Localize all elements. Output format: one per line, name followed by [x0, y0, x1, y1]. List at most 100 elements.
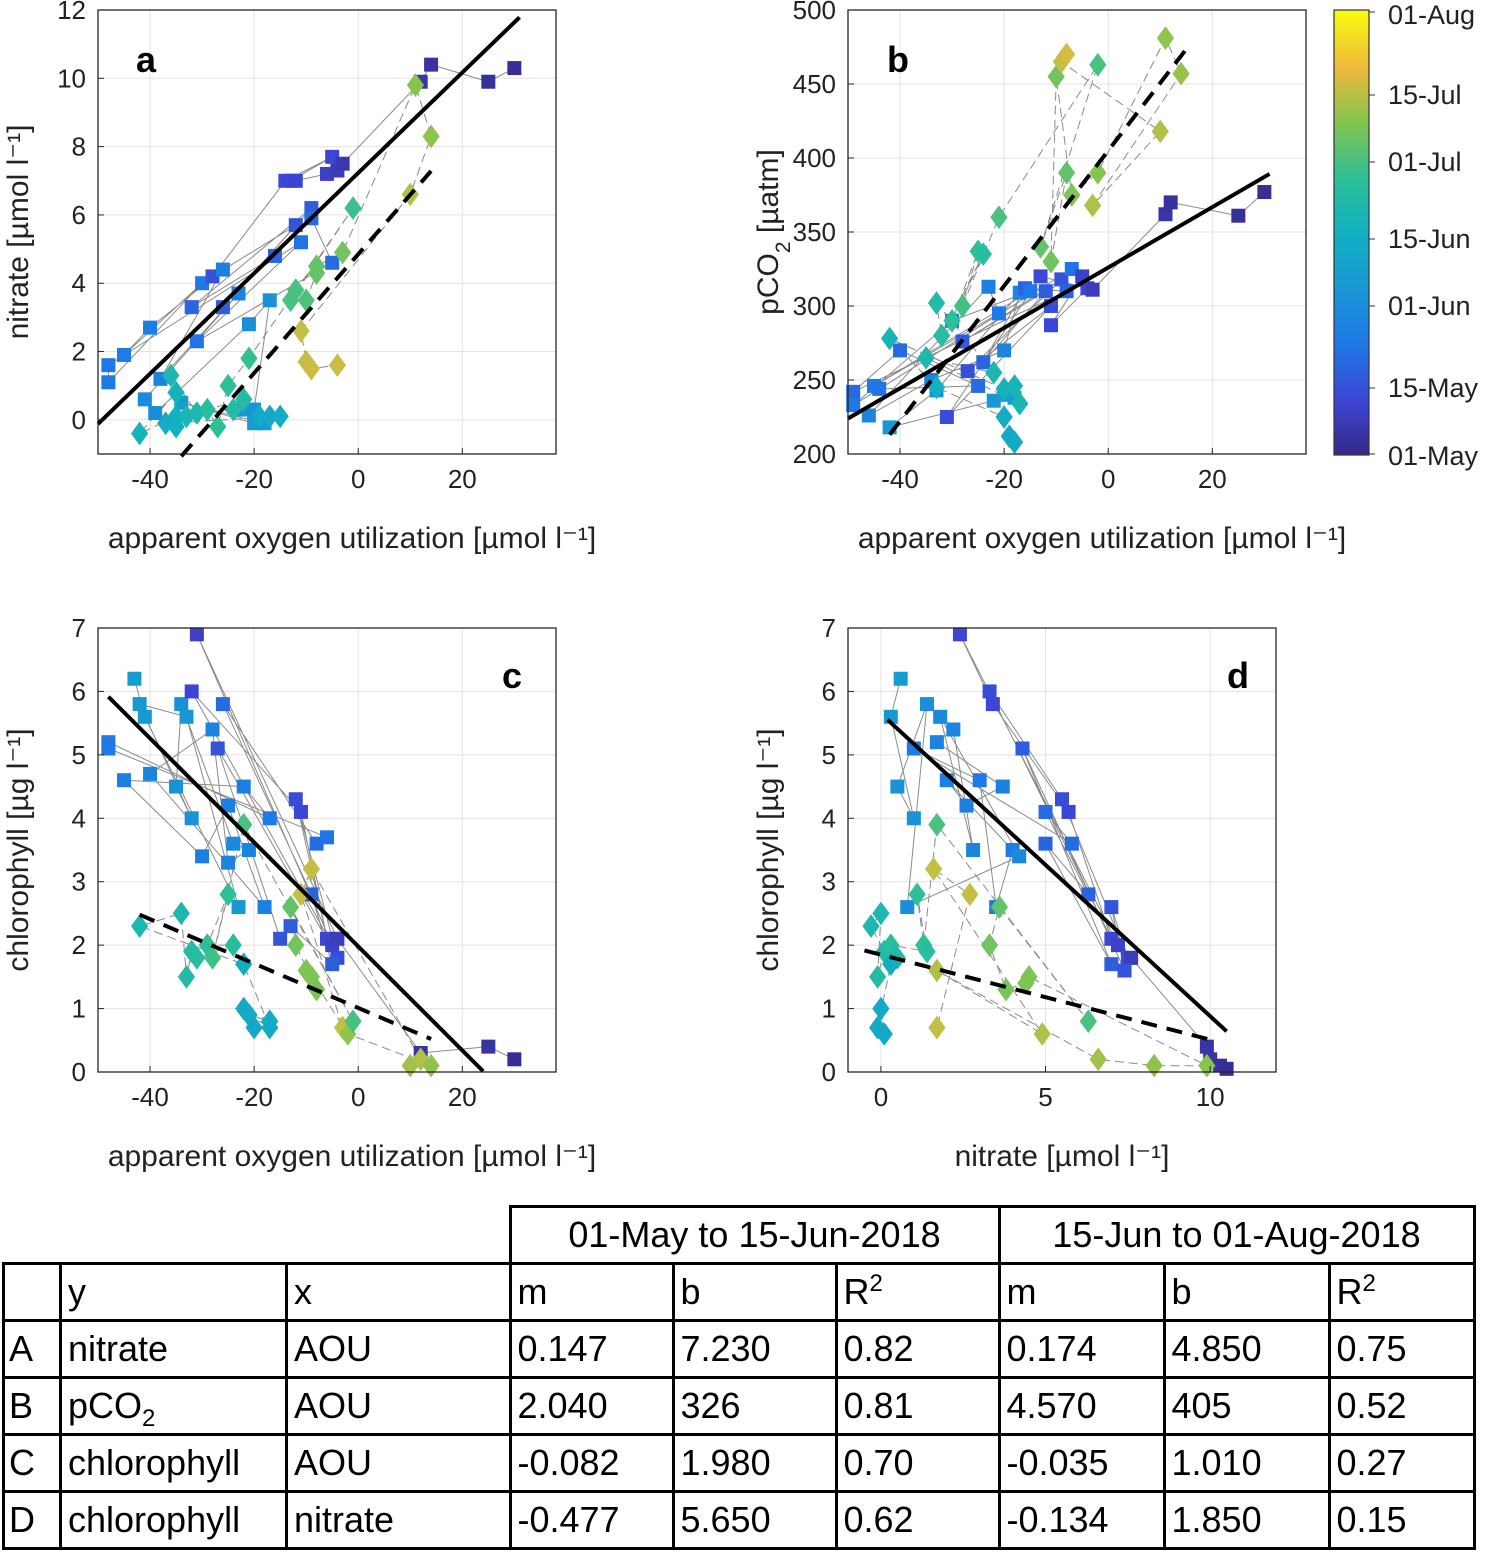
- x-tick-label: -20: [985, 464, 1023, 494]
- data-point-diamond: [1198, 1053, 1216, 1078]
- data-point-diamond: [1033, 1022, 1051, 1046]
- x-tick-label: 20: [448, 1082, 477, 1112]
- data-point-diamond: [1083, 193, 1102, 218]
- panel-d: 0 5 10 0 1 2 3 4 5 6 7 d nitrate [µmol l⁻¹] chlorophy…: [752, 613, 1277, 1173]
- panel-a: -40 -20 0 20 0 2 4 6 8 10 12 a apparent oxygen utili…: [2, 0, 596, 555]
- data-point-square: [982, 684, 997, 699]
- plot-area: [98, 628, 556, 1072]
- panel-letter: a: [136, 39, 157, 80]
- y-tick-label: 6: [72, 200, 86, 230]
- data-point-diamond: [406, 73, 425, 97]
- data-point-square: [971, 378, 986, 393]
- y-axis-label: chlorophyll [µg l⁻¹]: [752, 728, 785, 971]
- y-tick-label: 7: [822, 613, 836, 643]
- data-point-diamond: [872, 996, 890, 1021]
- table-cell-r1: 0.81: [834, 1376, 1001, 1436]
- data-point-square: [933, 709, 948, 724]
- fit-line-dashed: [863, 948, 1211, 1042]
- data-point-diamond: [943, 308, 961, 333]
- fit-line-dashed: [888, 47, 1188, 436]
- data-point-diamond: [1005, 374, 1024, 398]
- fit-line-solid: [886, 718, 1228, 1033]
- data-point-square: [189, 334, 204, 349]
- x-tick-label: 20: [1198, 464, 1227, 494]
- data-point-diamond: [1005, 430, 1024, 455]
- data-point-square: [236, 779, 251, 794]
- x-tick-label: 0: [351, 464, 365, 494]
- data-point-square: [101, 741, 116, 756]
- data-point-square: [117, 773, 132, 788]
- data-point-diamond: [287, 278, 305, 302]
- data-point-square: [872, 381, 887, 396]
- data-point-square: [241, 843, 256, 857]
- data-point-diamond: [172, 901, 190, 926]
- data-point-square: [184, 300, 199, 315]
- data-point-diamond: [953, 294, 972, 318]
- panel-c: -40 -20 0 20 0 1 2 3 4 5 6 7 c apparent oxygen utiliz…: [2, 613, 596, 1173]
- data-point-diamond: [872, 901, 890, 926]
- y-axis-label: chlorophyll [µg l⁻¹]: [2, 728, 35, 971]
- data-point-diamond: [131, 914, 149, 938]
- data-point-square: [846, 398, 861, 413]
- data-point-diamond: [162, 363, 180, 388]
- axes-frame: [97, 627, 557, 1073]
- data-point-diamond: [1089, 1047, 1107, 1072]
- data-point-diamond: [203, 945, 222, 970]
- data-point-square: [273, 931, 288, 946]
- data-point-square: [976, 355, 991, 370]
- data-point-square: [1158, 207, 1173, 222]
- data-point-diamond: [961, 882, 979, 907]
- data-point-square: [1231, 208, 1246, 223]
- data-point-square: [424, 57, 439, 72]
- data-point-diamond: [924, 857, 943, 881]
- data-point-square: [997, 343, 1012, 358]
- data-point-square: [293, 804, 308, 819]
- data-point-diamond: [974, 242, 992, 267]
- colorbar-tick: 01-Jul: [1369, 147, 1462, 177]
- colorbar-tick: 15-May: [1369, 373, 1479, 403]
- y-tick-label: 2: [72, 930, 86, 960]
- data-point-diamond: [240, 346, 258, 371]
- table-cell-y: chlorophyll: [59, 1490, 288, 1550]
- table-row: C chlorophyll AOU -0.082 1.980 0.70 -0.0…: [2, 1433, 1476, 1493]
- table-header-row: y x m b R2 m b R2: [2, 1262, 1476, 1322]
- data-point-square: [143, 766, 158, 781]
- data-point-square: [1012, 849, 1027, 864]
- data-point-square: [288, 173, 303, 188]
- y-tick-label: 10: [57, 63, 86, 93]
- data-point-square: [893, 343, 908, 358]
- data-point-square: [132, 697, 147, 712]
- data-point-diamond: [990, 895, 1009, 919]
- table-cell-r2: 0.75: [1327, 1319, 1476, 1379]
- table-row: A nitrate AOU 0.147 7.230 0.82 0.174 4.8…: [2, 1319, 1476, 1379]
- axes-frame: [847, 627, 1277, 1073]
- data-point-square: [481, 1039, 496, 1054]
- table-row: B pCO2 AOU 2.040 326 0.81 4.570 405 0.52: [2, 1376, 1476, 1436]
- y-tick-label: 3: [72, 867, 86, 897]
- data-point-diamond: [1057, 42, 1076, 67]
- data-point-square: [231, 900, 246, 915]
- data-point-square: [966, 843, 981, 857]
- data-point-diamond: [287, 933, 305, 957]
- data-point-square: [1033, 269, 1048, 284]
- y-axis-label: nitrate [µmol l⁻¹]: [2, 125, 35, 340]
- y-tick-label: 2: [72, 337, 86, 367]
- data-point-square: [1257, 185, 1272, 200]
- data-point-diamond: [344, 1009, 362, 1034]
- data-point-square: [972, 773, 987, 788]
- data-point-square: [1219, 1061, 1234, 1076]
- x-tick-label: -40: [131, 1082, 169, 1112]
- data-point-square: [507, 61, 522, 76]
- table-header-y: y: [59, 1262, 288, 1322]
- y-tick-label: 250: [793, 365, 836, 395]
- data-point-square: [995, 779, 1010, 794]
- data-point-diamond: [167, 380, 185, 405]
- data-point-square: [262, 811, 277, 826]
- table-cell-x: AOU: [285, 1376, 512, 1436]
- colorbar-label: 15-Jun: [1388, 224, 1471, 254]
- data-point-diamond: [271, 404, 289, 429]
- y-tick-label: 7: [72, 613, 86, 643]
- data-point-square: [900, 900, 915, 915]
- data-point-square: [985, 697, 1000, 712]
- data-point-square: [205, 722, 220, 737]
